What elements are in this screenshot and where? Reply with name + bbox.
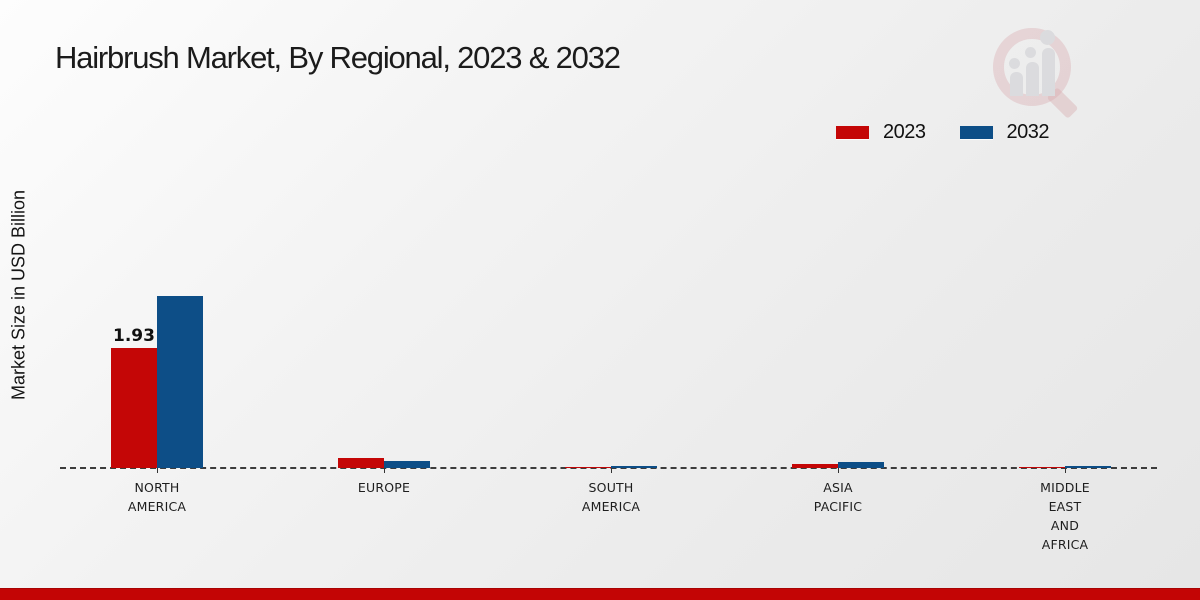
bar-chart-icon [1010, 72, 1023, 96]
bar-2023 [111, 348, 157, 468]
bar-chart-icon [1042, 48, 1055, 96]
bar-2032 [384, 461, 430, 468]
bar-2032 [838, 462, 884, 468]
legend-swatch-2032 [959, 126, 993, 139]
x-category-label: ASIA PACIFIC [813, 480, 863, 514]
bar-2023 [792, 464, 838, 468]
bar-2032 [157, 296, 203, 468]
legend: 2023 2032 [836, 121, 1049, 144]
trend-dot-icon [1009, 58, 1020, 69]
bar-2023 [1019, 467, 1065, 468]
chart-title: Hairbrush Market, By Regional, 2023 & 20… [55, 40, 621, 75]
trend-dot-icon [1040, 30, 1055, 45]
trend-dot-icon [1025, 47, 1036, 58]
x-axis-tick [1065, 468, 1066, 473]
x-category-label: MIDDLE EAST AND AFRICA [1040, 480, 1090, 552]
x-axis-tick [157, 468, 158, 473]
bar-value-label: 1.93 [113, 326, 155, 346]
legend-label: 2032 [1006, 121, 1050, 143]
bar-2023 [338, 458, 384, 468]
magnifier-icon [993, 28, 1071, 106]
legend-swatch-2023 [836, 126, 869, 139]
x-axis-tick [384, 468, 385, 473]
bar-2032 [611, 466, 657, 468]
footer-accent-strip [0, 588, 1200, 600]
legend-item-2023: 2023 [836, 121, 926, 144]
x-axis-tick [838, 468, 839, 473]
bar-2032 [1065, 466, 1111, 468]
legend-item-2032: 2032 [959, 121, 1050, 144]
bar-chart-icon [1026, 62, 1039, 96]
x-category-label: NORTH AMERICA [127, 480, 187, 514]
x-axis-tick [611, 468, 612, 473]
bar-2023 [565, 467, 611, 468]
watermark-logo [993, 28, 1083, 119]
x-category-label: SOUTH AMERICA [581, 480, 641, 514]
x-category-label: EUROPE [357, 480, 411, 495]
x-axis-baseline [60, 467, 1157, 469]
legend-label: 2023 [883, 121, 926, 143]
